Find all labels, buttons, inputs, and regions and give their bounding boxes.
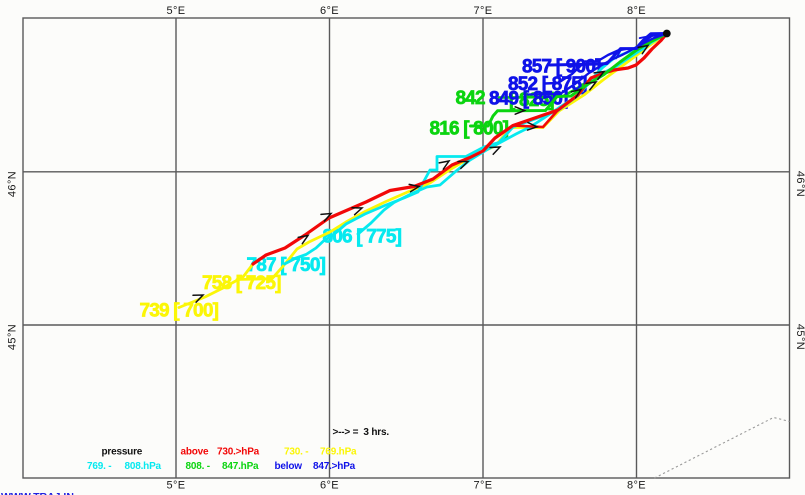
svg-text:847.>hPa: 847.>hPa [313, 461, 356, 472]
svg-text:above: above [181, 447, 210, 458]
svg-text:808. -: 808. - [186, 461, 210, 472]
svg-text:739 [ 700]: 739 [ 700] [140, 301, 219, 322]
svg-text:5°E: 5°E [166, 5, 185, 17]
svg-text:45°N: 45°N [7, 324, 19, 350]
svg-text:WWW.TRAJ.IN: WWW.TRAJ.IN [1, 491, 74, 495]
svg-text:8°E: 8°E [627, 479, 646, 491]
svg-text:787 [ 750]: 787 [ 750] [247, 255, 326, 276]
svg-text:808.hPa: 808.hPa [125, 461, 162, 472]
svg-text:730.>hPa: 730.>hPa [217, 447, 260, 458]
svg-text:45°N: 45°N [794, 324, 805, 350]
svg-text:806 [ 775]: 806 [ 775] [323, 227, 402, 248]
svg-text:857 [ 900]: 857 [ 900] [522, 57, 601, 78]
svg-text:847.hPa: 847.hPa [222, 461, 259, 472]
svg-text:730. -: 730. - [284, 447, 308, 458]
svg-text:769.hPa: 769.hPa [320, 447, 357, 458]
svg-text:8°E: 8°E [627, 5, 646, 17]
svg-text:46°N: 46°N [794, 171, 805, 197]
svg-text:842: 842 [456, 88, 486, 109]
svg-text:>--> = 3 hrs.: >--> = 3 hrs. [333, 427, 390, 438]
svg-text:pressure: pressure [102, 447, 143, 458]
svg-text:769. -: 769. - [87, 461, 111, 472]
svg-text:46°N: 46°N [7, 171, 19, 197]
svg-text:7°E: 7°E [473, 479, 492, 491]
svg-text:7°E: 7°E [473, 5, 492, 17]
svg-text:5°E: 5°E [166, 479, 185, 491]
svg-text:6°E: 6°E [320, 5, 339, 17]
svg-text:758 [ 725]: 758 [ 725] [202, 273, 281, 294]
svg-text:below: below [275, 461, 303, 472]
svg-text:6°E: 6°E [320, 479, 339, 491]
